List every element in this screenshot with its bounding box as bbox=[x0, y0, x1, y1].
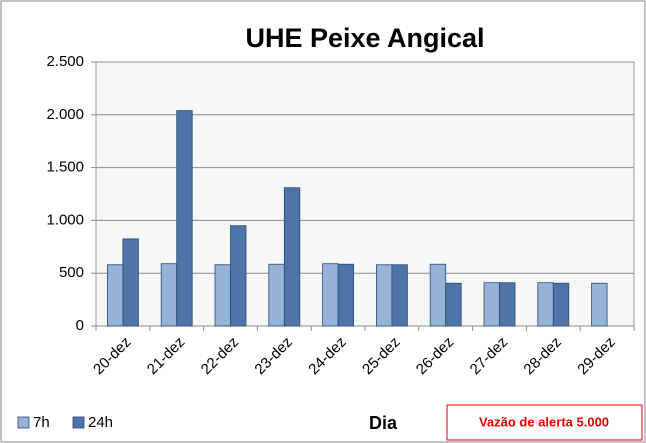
annotation-box bbox=[446, 404, 643, 441]
bar bbox=[230, 225, 247, 327]
bar bbox=[483, 282, 500, 327]
y-tick-label: 0 bbox=[76, 317, 84, 334]
legend-swatch bbox=[72, 416, 85, 429]
bar bbox=[122, 238, 139, 327]
bar bbox=[391, 264, 408, 327]
bar bbox=[445, 282, 462, 327]
bar bbox=[337, 263, 355, 327]
bar bbox=[552, 282, 570, 327]
legend-label: 7h bbox=[33, 414, 50, 431]
legend-label: 24h bbox=[88, 414, 113, 431]
bar bbox=[375, 264, 393, 327]
bar bbox=[160, 263, 178, 327]
bar bbox=[107, 264, 124, 327]
bar bbox=[283, 187, 301, 327]
y-tick-label: 2.500 bbox=[46, 53, 84, 70]
bar bbox=[322, 263, 339, 327]
x-axis-label: Dia bbox=[369, 413, 398, 433]
bar bbox=[176, 110, 193, 327]
bar bbox=[499, 282, 516, 327]
legend-swatch bbox=[17, 416, 30, 429]
annotation: Vazão de alerta 5.000 bbox=[479, 414, 609, 429]
y-tick-label: 1.000 bbox=[46, 211, 84, 228]
y-tick-label: 2.000 bbox=[46, 106, 84, 123]
bar bbox=[429, 263, 447, 327]
bar bbox=[537, 282, 554, 327]
chart-title: UHE Peixe Angical bbox=[245, 23, 484, 53]
bar bbox=[268, 263, 285, 327]
bar bbox=[214, 264, 231, 327]
y-tick-label: 1.500 bbox=[46, 159, 84, 176]
bar bbox=[591, 282, 608, 327]
y-tick-label: 500 bbox=[59, 264, 84, 281]
